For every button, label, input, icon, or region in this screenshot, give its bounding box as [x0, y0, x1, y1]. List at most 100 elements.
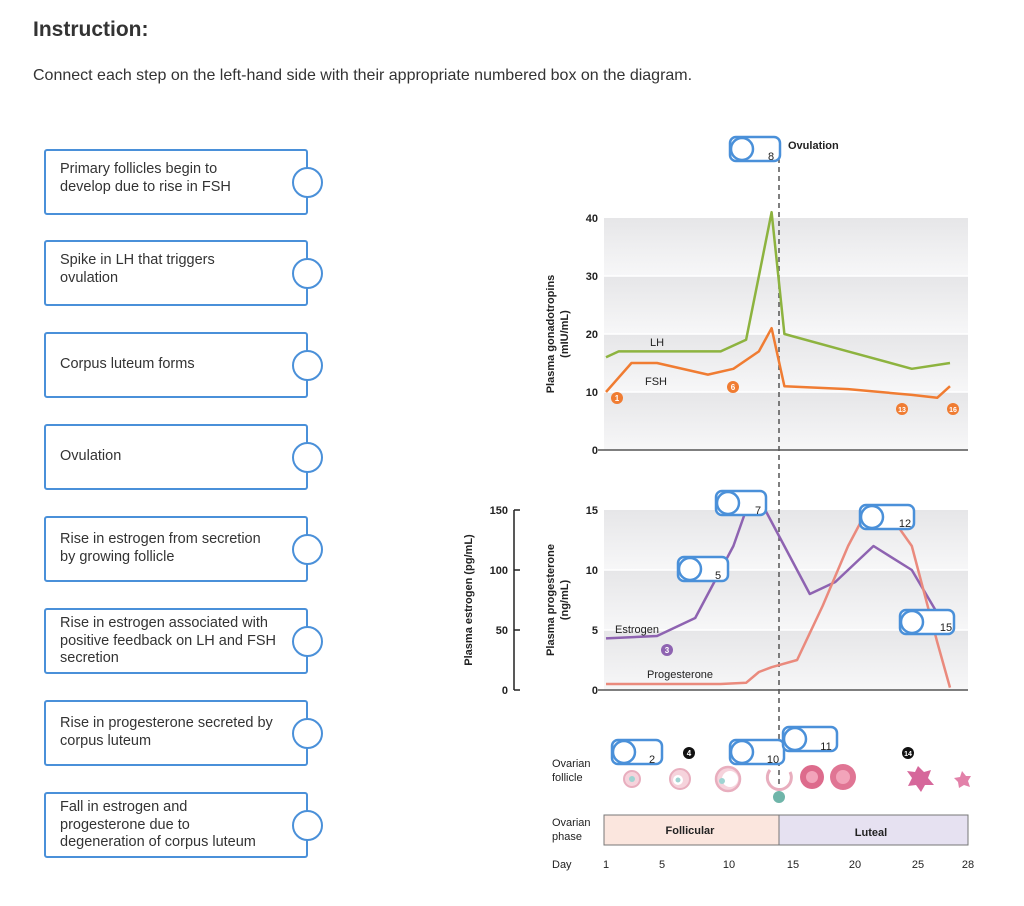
svg-text:14: 14: [904, 751, 912, 758]
ovarian-follicle-label: Ovarian: [552, 758, 591, 770]
step-label: Rise in estrogen associated with positive…: [60, 615, 277, 666]
svg-text:4: 4: [687, 749, 692, 758]
estrogen-axis: [513, 509, 520, 691]
step-box-estrogen-progesterone-fall[interactable]: Fall in estrogen and progesterone due to d…: [44, 792, 308, 858]
tick-label: 40: [586, 213, 598, 225]
corpus-luteum-degenerating-icon: [907, 766, 934, 792]
tick-label: 0: [502, 685, 508, 697]
follicle-primary-icon: [623, 770, 641, 788]
svg-text:13: 13: [898, 407, 906, 414]
tick-label: 15: [586, 505, 598, 517]
series-label-fsh: FSH: [645, 376, 667, 388]
connector-handle[interactable]: [292, 442, 323, 473]
step-label: Ovulation: [60, 448, 122, 464]
marker-1: 1: [611, 392, 623, 404]
follicle-rupture-icon: [765, 769, 793, 803]
connector-handle[interactable]: [292, 258, 323, 289]
step-box-corpus-luteum-forms[interactable]: Corpus luteum forms: [44, 332, 308, 398]
svg-text:16: 16: [949, 407, 957, 414]
phase-luteal-label: Luteal: [855, 827, 887, 839]
series-label-lh: LH: [650, 337, 664, 349]
connector-handle[interactable]: [292, 718, 323, 749]
axis-label: (mIU/mL): [559, 310, 571, 358]
marker-4: 4: [683, 747, 695, 759]
day-tick: 25: [912, 859, 924, 871]
day-label: Day: [552, 859, 572, 871]
marker-3: 3: [661, 644, 673, 656]
svg-text:6: 6: [731, 383, 736, 392]
connector-handle[interactable]: [292, 810, 323, 841]
marker-14: 14: [902, 747, 914, 759]
axis-label: Plasma gonadotropins: [545, 275, 557, 394]
svg-text:15: 15: [940, 622, 952, 634]
instruction-heading: Instruction:: [33, 18, 149, 41]
follicle-secondary-icon: [669, 768, 691, 790]
step-label: Primary follicles begin to develop due to…: [60, 161, 231, 195]
day-tick: 20: [849, 859, 861, 871]
day-tick: 10: [723, 859, 735, 871]
drop-target-11[interactable]: 11: [781, 725, 839, 753]
drop-target-7[interactable]: 7: [714, 489, 768, 517]
drop-target-2[interactable]: 2: [610, 738, 664, 766]
ovarian-phase-bar: Follicular Luteal: [603, 814, 969, 846]
step-box-estrogen-rise-follicle[interactable]: Rise in estrogen from secretion by growin…: [44, 516, 308, 582]
step-label: Rise in progesterone secreted by corpus l…: [60, 715, 273, 749]
drop-target-5[interactable]: 5: [676, 555, 730, 583]
connector-handle[interactable]: [292, 626, 323, 657]
drop-target-8[interactable]: 8: [728, 135, 782, 163]
connector-handle[interactable]: [292, 534, 323, 565]
step-label: Corpus luteum forms: [60, 356, 195, 372]
gonadotropin-panel-bg: [598, 218, 968, 451]
step-box-progesterone-rise[interactable]: Rise in progesterone secreted by corpus l…: [44, 700, 308, 766]
day-tick-labels: 1 5 10 15 20 25 28: [603, 859, 974, 871]
step-box-ovulation[interactable]: Ovulation: [44, 424, 308, 490]
tick-label: 100: [490, 565, 508, 577]
series-label-estrogen: Estrogen: [615, 624, 659, 636]
connector-handle[interactable]: [292, 167, 323, 198]
instruction-text: Connect each step on the left-hand side …: [33, 67, 693, 84]
estrogen-tick-labels: 0 50 100 150: [490, 505, 508, 697]
ovarian-phase-label: Ovarian: [552, 817, 591, 829]
corpus-albicans-icon: [954, 771, 971, 788]
drop-target-12[interactable]: 12: [858, 503, 916, 531]
step-box-lh-spike[interactable]: Spike in LH that triggers ovulation: [44, 240, 308, 306]
connector-handle[interactable]: [292, 350, 323, 381]
svg-text:7: 7: [755, 505, 761, 517]
progesterone-tick-labels: 0 5 10 15: [586, 505, 598, 697]
day-tick: 28: [962, 859, 974, 871]
tick-label: 10: [586, 387, 598, 399]
tick-label: 0: [592, 445, 598, 457]
step-box-estrogen-positive-feedback[interactable]: Rise in estrogen associated with positive…: [44, 608, 308, 674]
ovulation-label: Ovulation: [788, 140, 839, 152]
marker-16: 16: [947, 403, 959, 415]
corpus-luteum-early-icon: [800, 765, 824, 789]
series-line-fsh: [605, 326, 951, 400]
drop-target-10[interactable]: 10: [728, 738, 786, 766]
gonadotropin-tick-labels: 0 10 20 30 40: [586, 213, 598, 457]
tick-label: 50: [496, 625, 508, 637]
step-label: Fall in estrogen and progesterone due to d…: [60, 799, 256, 850]
series-label-progesterone: Progesterone: [647, 669, 713, 681]
step-box-primary-follicles[interactable]: Primary follicles begin to develop due to…: [44, 149, 308, 215]
svg-text:5: 5: [715, 570, 721, 582]
svg-text:2: 2: [649, 754, 655, 766]
tick-label: 150: [490, 505, 508, 517]
drop-target-15[interactable]: 15: [898, 608, 956, 636]
step-label: Rise in estrogen from secretion by growin…: [60, 531, 261, 565]
marker-6: 6: [727, 381, 739, 393]
marker-13: 13: [896, 403, 908, 415]
corpus-luteum-icon: [830, 764, 856, 790]
estrogen-axis-label: Plasma estrogen (pg/mL): [463, 534, 475, 666]
step-label: Spike in LH that triggers ovulation: [60, 252, 215, 286]
follicle-illustrations: [623, 764, 971, 803]
tick-label: 20: [586, 329, 598, 341]
axis-label: Plasma progesterone: [545, 544, 557, 656]
ovarian-phase-label: phase: [552, 831, 582, 843]
ovarian-follicle-label: follicle: [552, 772, 583, 784]
day-tick: 1: [603, 859, 609, 871]
gonadotropin-axis-label: Plasma gonadotropins (mIU/mL): [545, 275, 571, 394]
tick-label: 30: [586, 271, 598, 283]
progesterone-axis-label: Plasma progesterone (ng/mL): [545, 544, 571, 656]
svg-text:11: 11: [820, 741, 831, 753]
